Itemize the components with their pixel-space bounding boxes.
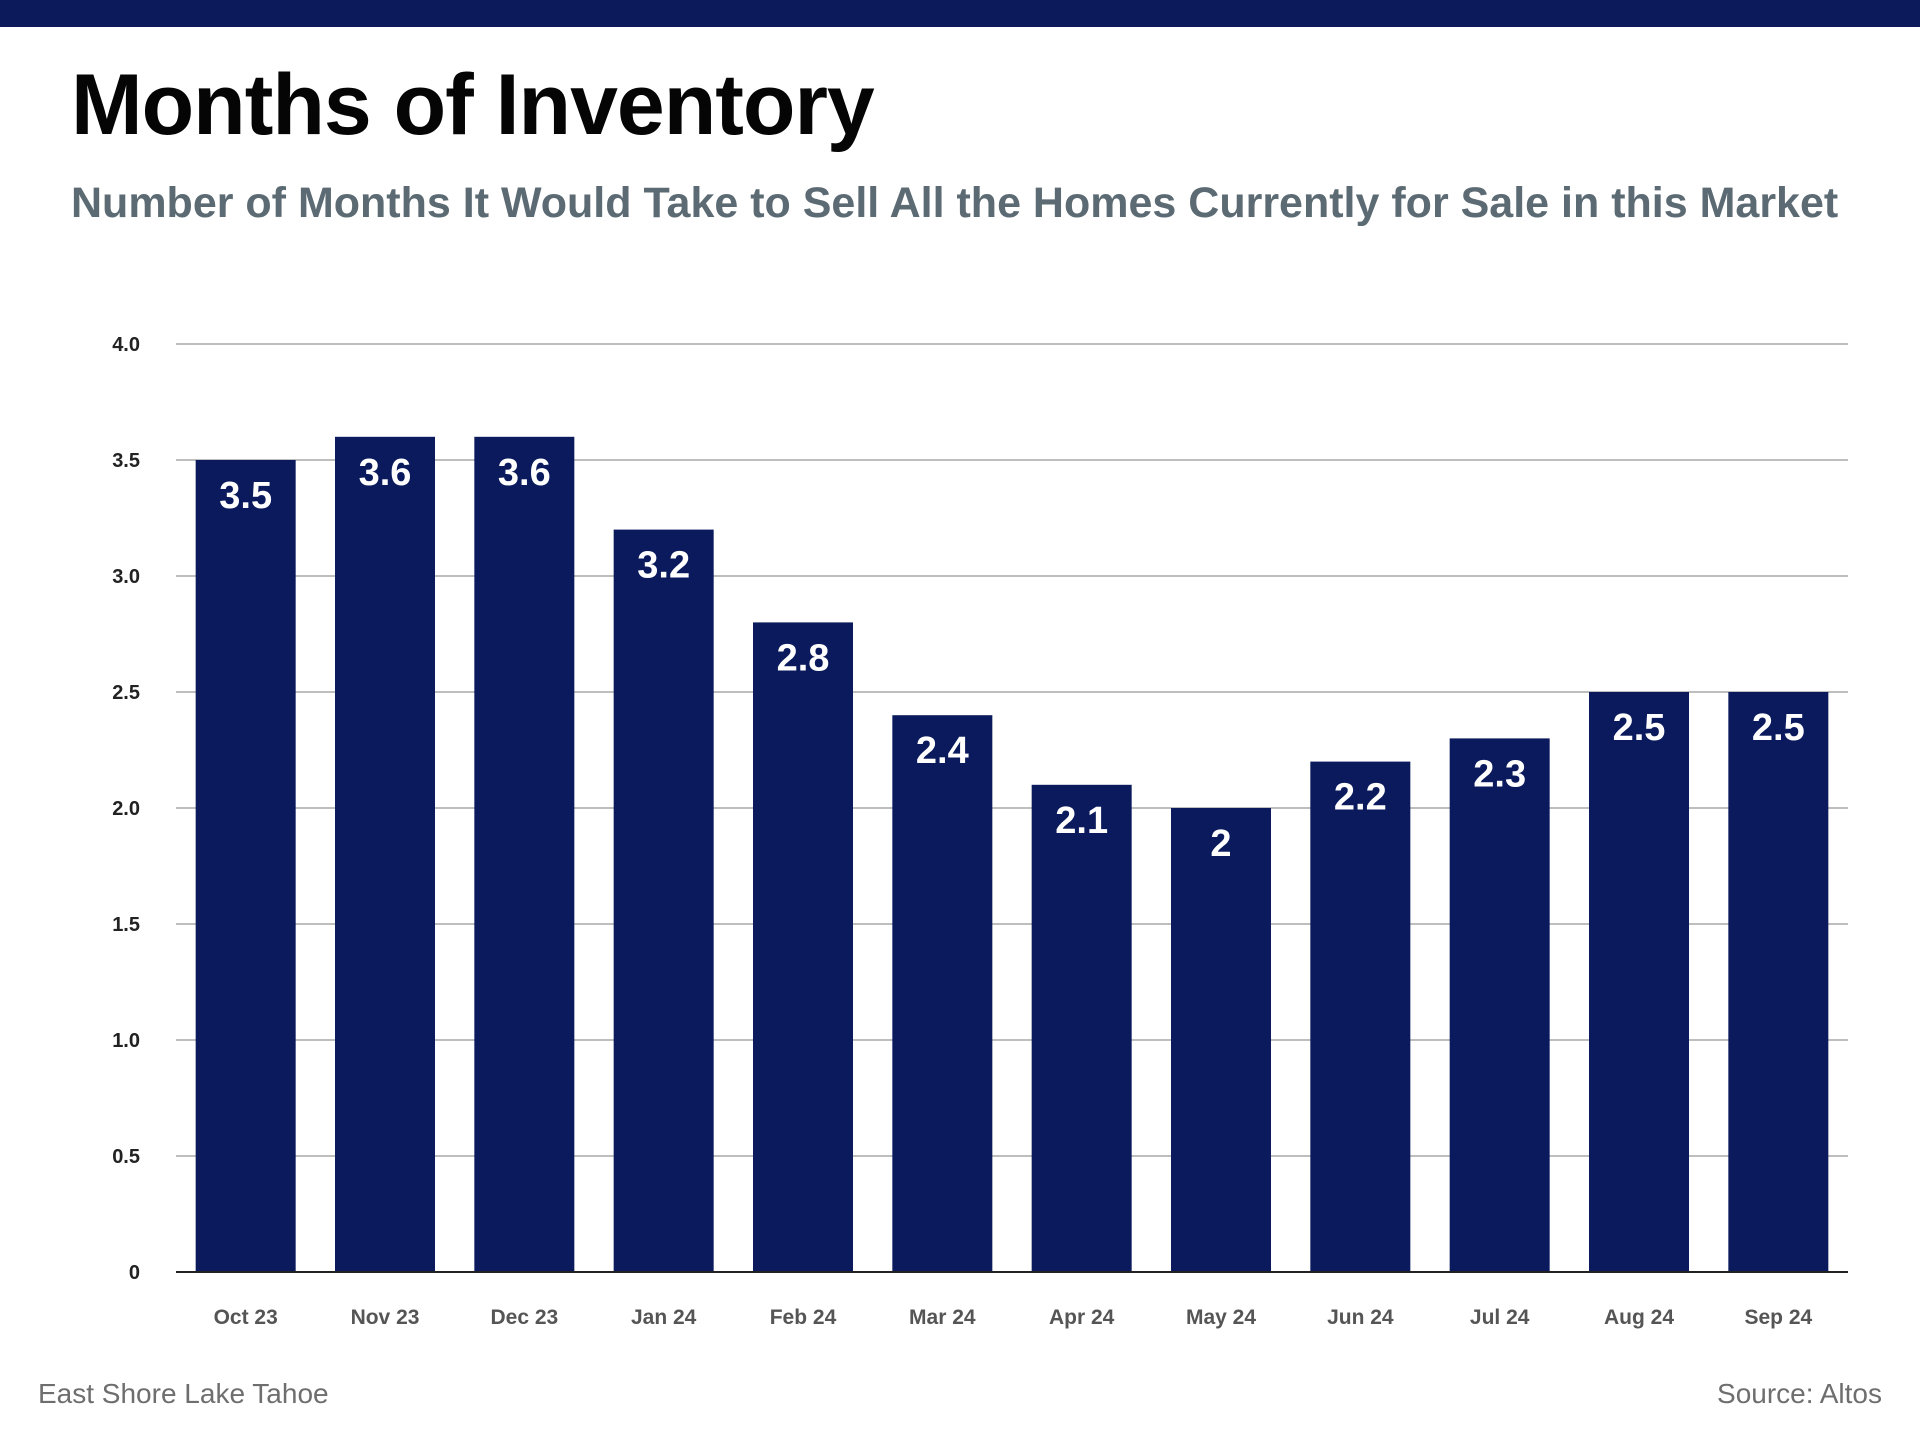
chart-subtitle: Number of Months It Would Take to Sell A…: [71, 179, 1839, 227]
y-tick-label: 1.5: [112, 914, 140, 936]
chart-title: Months of Inventory: [71, 57, 875, 153]
bar-value-label: 3.6: [498, 452, 551, 494]
y-axis-ticks: 0 0.5 1.0 1.5 2.0 2.5 3.0 3.5 4.0: [112, 334, 140, 1284]
bar-value-label: 2.2: [1334, 777, 1387, 819]
bar: [1449, 738, 1550, 1272]
bar: [1171, 808, 1271, 1272]
x-category-label: Nov 23: [351, 1306, 420, 1329]
bar-value-label: 2.8: [777, 637, 830, 679]
y-tick-label: 3.0: [112, 566, 140, 588]
x-category-label: Aug 24: [1604, 1306, 1674, 1329]
footer-location: East Shore Lake Tahoe: [38, 1378, 329, 1409]
x-category-label: Jun 24: [1327, 1306, 1394, 1329]
y-tick-label: 0.5: [112, 1146, 140, 1168]
bar-value-label: 2.5: [1752, 707, 1805, 749]
y-tick-label: 0: [129, 1262, 140, 1284]
top-color-band: [0, 0, 1920, 27]
bar: [1031, 784, 1132, 1272]
bar-value-labels: 3.5 3.6 3.6 3.2 2.8 2.4 2.1 2 2.2 2.3 2.5 2.5: [219, 452, 1804, 865]
gridlines: [176, 343, 1848, 1157]
bar-value-label: 2: [1210, 823, 1231, 865]
bar: [474, 436, 575, 1272]
bar-value-label: 3.2: [637, 545, 690, 587]
y-tick-label: 4.0: [112, 334, 140, 356]
x-category-label: Sep 24: [1744, 1306, 1812, 1329]
x-category-label: Feb 24: [770, 1306, 837, 1329]
bar: [753, 622, 853, 1272]
x-category-label: Jul 24: [1470, 1306, 1530, 1329]
bar-value-label: 2.3: [1473, 753, 1526, 795]
x-category-label: Jan 24: [631, 1306, 697, 1329]
bar-value-label: 3.6: [359, 452, 412, 494]
bar: [195, 460, 296, 1272]
x-category-label: May 24: [1186, 1306, 1256, 1329]
y-tick-label: 3.5: [112, 450, 140, 472]
bars: [195, 436, 1829, 1272]
y-tick-label: 2.5: [112, 682, 140, 704]
bar: [335, 436, 435, 1272]
bar: [1310, 761, 1411, 1272]
bar: [613, 529, 714, 1272]
x-category-label: Dec 23: [490, 1306, 558, 1329]
bar-value-label: 2.4: [916, 730, 969, 772]
bar: [1589, 692, 1689, 1272]
bar-value-label: 2.5: [1613, 707, 1666, 749]
y-tick-label: 2.0: [112, 798, 140, 820]
x-category-label: Apr 24: [1049, 1306, 1115, 1329]
x-axis-categories: Oct 23 Nov 23 Dec 23 Jan 24 Feb 24 Mar 24 Apr …: [214, 1306, 1813, 1329]
bar-value-label: 3.5: [219, 475, 272, 517]
footer-source: Source: Altos: [1717, 1378, 1882, 1409]
x-category-label: Oct 23: [214, 1306, 278, 1329]
y-tick-label: 1.0: [112, 1030, 140, 1052]
bar: [892, 715, 993, 1272]
x-category-label: Mar 24: [909, 1306, 976, 1329]
bar: [1728, 692, 1829, 1272]
bar-value-label: 2.1: [1055, 800, 1108, 842]
